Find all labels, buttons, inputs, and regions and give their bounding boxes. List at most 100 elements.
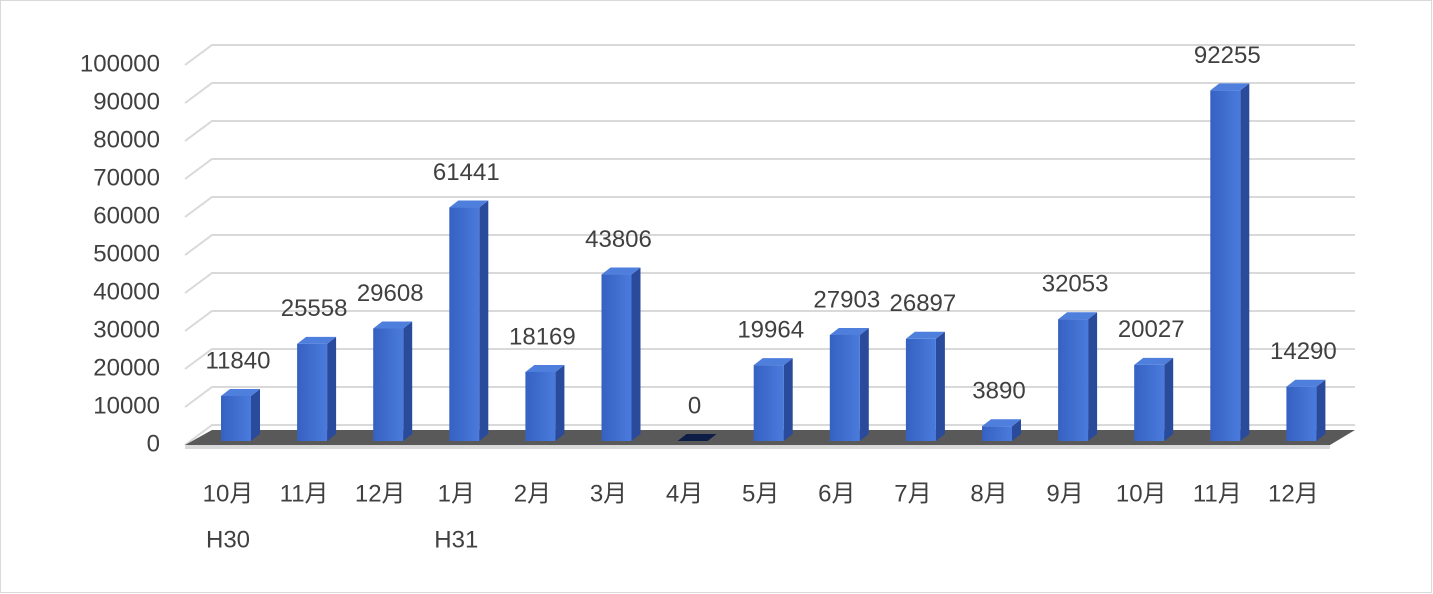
bar (753, 365, 784, 441)
data-label: 11840 (206, 347, 271, 374)
bar (297, 343, 328, 441)
bar (829, 334, 860, 441)
bar-side (1012, 419, 1021, 441)
bar-top (982, 419, 1021, 427)
y-tick-label: 100000 (80, 50, 160, 77)
y-tick-label: 40000 (93, 278, 160, 305)
grid-line (184, 348, 1355, 370)
bar (1286, 386, 1317, 441)
data-label: 32053 (1042, 271, 1109, 298)
y-tick-label: 20000 (93, 354, 160, 381)
x-tick-label: 3月 (590, 480, 627, 507)
x-tick-label: 1月 (438, 480, 475, 507)
x-group-label: H31 (434, 526, 478, 553)
x-tick-label: 8月 (970, 480, 1007, 507)
bar (221, 396, 251, 441)
grid-line (184, 310, 1355, 332)
x-tick-label: 12月 (1268, 480, 1319, 507)
data-label: 14290 (1270, 338, 1337, 365)
grid-line (184, 196, 1355, 218)
bar (1058, 319, 1089, 441)
y-tick-label: 0 (147, 430, 160, 457)
bar-side (783, 358, 793, 441)
bar-top (297, 336, 337, 344)
bar-side (935, 331, 945, 441)
x-tick-label: 9月 (1046, 480, 1083, 507)
y-tick-label: 90000 (93, 88, 160, 115)
bar (373, 328, 404, 441)
bar-side (859, 327, 869, 441)
y-tick-label: 70000 (93, 164, 160, 191)
grid-line (184, 386, 1355, 408)
grid-line (184, 120, 1355, 142)
x-tick-label: 12月 (355, 480, 406, 507)
bar-top (525, 364, 565, 372)
grid-line (184, 44, 1355, 66)
bar (449, 207, 480, 441)
data-label: 43806 (585, 226, 652, 253)
data-label: 25558 (281, 295, 348, 322)
bar-side (251, 389, 260, 441)
x-tick-label: 10月 (1116, 480, 1167, 507)
data-label: 29608 (357, 280, 424, 307)
bar-top (221, 389, 260, 397)
y-tick-label: 30000 (93, 316, 160, 343)
x-group-label: H30 (206, 526, 250, 553)
x-tick-label: 10月 (203, 480, 254, 507)
grid-line (184, 82, 1355, 104)
bar (1134, 364, 1165, 441)
bar-top (1134, 357, 1174, 365)
y-tick-label: 60000 (93, 202, 160, 229)
bar-top (905, 331, 945, 339)
data-label: 26897 (890, 290, 957, 317)
x-tick-label: 6月 (818, 480, 855, 507)
bar-top (829, 327, 869, 335)
x-tick-label: 2月 (514, 480, 551, 507)
x-tick-label: 5月 (742, 480, 779, 507)
data-label: 3890 (972, 378, 1025, 405)
data-label: 20027 (1118, 316, 1185, 343)
x-tick-label: 4月 (666, 480, 703, 507)
bar-side (1088, 312, 1098, 441)
grid-line (184, 158, 1355, 180)
y-tick-label: 50000 (93, 240, 160, 267)
bar-top (753, 358, 793, 366)
y-tick-label: 10000 (93, 392, 160, 419)
bar-side (479, 200, 489, 441)
data-label: 61441 (433, 159, 500, 186)
y-tick-label: 80000 (93, 126, 160, 153)
bar-top (677, 434, 717, 441)
bar-top (601, 267, 641, 275)
bar-side (1240, 83, 1250, 441)
x-tick-label: 7月 (894, 480, 931, 507)
bar-side (403, 321, 413, 441)
data-label: 19964 (737, 316, 804, 343)
bar (601, 274, 632, 441)
data-label: 18169 (509, 323, 576, 350)
bar (525, 371, 556, 441)
bar (905, 338, 936, 441)
data-label: 0 (688, 392, 701, 419)
bar-side (555, 364, 565, 441)
floor-edge (185, 445, 1330, 449)
data-label: 92255 (1194, 42, 1261, 69)
bar-side (327, 336, 337, 441)
bar-top (1210, 83, 1250, 91)
bar-side (1316, 379, 1326, 441)
bar-side (1164, 357, 1174, 441)
data-label: 27903 (813, 286, 880, 313)
bar-side (631, 267, 641, 441)
bar (982, 426, 1012, 441)
grid-line (184, 424, 1355, 446)
bar-top (449, 200, 489, 208)
bar-top (1058, 312, 1098, 320)
bar-top (373, 321, 413, 329)
bar-top (1286, 379, 1326, 387)
x-tick-label: 11月 (280, 480, 329, 507)
x-tick-label: 11月 (1193, 480, 1242, 507)
bar (1210, 90, 1241, 441)
grid-line (184, 234, 1355, 256)
grid-line (184, 272, 1355, 294)
